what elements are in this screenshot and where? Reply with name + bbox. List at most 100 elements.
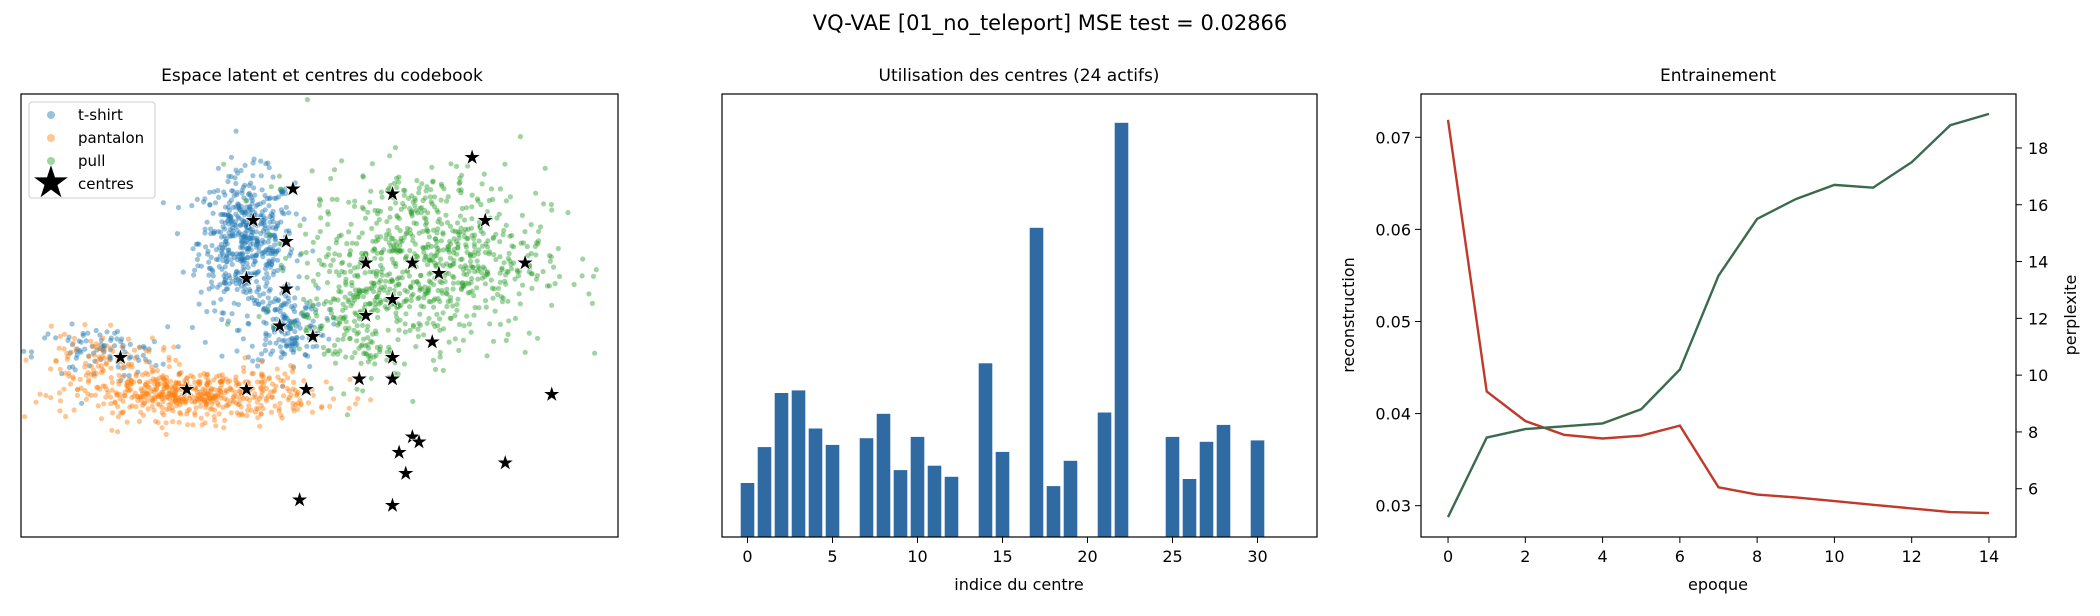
scatter-point [371,246,377,252]
scatter-point [250,197,256,203]
scatter-point [248,238,254,244]
scatter-point [225,318,231,324]
scatter-point [254,297,260,303]
scatter-point [352,198,358,204]
scatter-point [227,233,233,239]
scatter-point [480,264,486,270]
scatter-point [218,296,224,302]
scatter-point [269,394,275,400]
centre-star: ★ [276,230,296,255]
scatter-point [404,297,410,303]
scatter-point [371,288,377,295]
scatter-point [463,244,469,250]
scatter-point [146,359,152,365]
scatter-point [156,391,162,397]
scatter-point [369,285,375,291]
scatter-point [452,336,458,342]
scatter-point [490,234,497,240]
scatter-point [372,297,378,303]
scatter-point [259,241,265,247]
scatter-point [264,271,270,277]
scatter-point [278,262,284,268]
scatter-point [230,231,236,237]
centre-star: ★ [409,430,429,455]
scatter-point [280,265,286,271]
scatter-point [209,242,215,249]
scatter-point [375,211,381,217]
scatter-point [172,389,178,395]
scatter-point [436,273,442,279]
scatter-point [315,234,321,240]
scatter-point [281,311,287,317]
scatter-point [178,386,184,393]
scatter-point [262,216,268,222]
scatter-point [74,392,80,398]
scatter-point [245,222,251,228]
scatter-point [101,349,107,355]
scatter-point [154,381,161,387]
scatter-point [233,269,240,275]
scatter-point [248,247,254,253]
scatter-point [250,358,256,364]
line-xtick-label: 2 [1520,547,1530,566]
scatter-point [199,392,205,398]
scatter-point [266,165,272,171]
scatter-point [552,281,558,287]
scatter-point [425,244,431,250]
scatter-point [152,378,158,384]
scatter-point [293,211,299,217]
scatter-point [182,381,188,387]
scatter-point [234,268,240,274]
scatter-point [279,191,285,197]
scatter-point [128,387,134,393]
scatter-point [451,246,457,252]
scatter-point [109,410,116,416]
scatter-point [456,321,463,327]
scatter-point [397,248,403,254]
centre-star: ★ [462,145,482,170]
scatter-point [74,387,80,393]
scatter-point [347,291,353,297]
scatter-point [233,128,239,134]
scatter-point [367,352,373,358]
scatter-point [409,193,415,199]
scatter-point [401,361,407,367]
scatter-point [83,360,89,366]
scatter-point [152,381,158,387]
scatter-point [306,315,312,321]
scatter-point [284,237,291,244]
scatter-point [222,212,228,218]
scatter-point [173,380,179,386]
scatter-point [242,162,248,168]
scatter-point [176,371,182,377]
scatter-point [70,364,76,370]
scatter-point [223,255,229,261]
bar-xtick-label: 20 [1077,547,1097,566]
scatter-point [251,235,257,241]
scatter-point [338,289,344,295]
scatter-point [297,222,303,229]
scatter-point [469,275,475,282]
scatter-point [74,348,80,354]
bar [1063,460,1078,537]
scatter-point [230,251,236,257]
scatter-point [305,353,311,359]
scatter-point [437,298,443,305]
scatter-point [242,235,249,241]
scatter-point [260,387,266,393]
scatter-point [247,235,253,241]
scatter-point [477,223,483,229]
scatter-point [367,269,373,275]
scatter-point [278,207,284,213]
scatter-point [226,281,232,287]
scatter-point [65,354,71,360]
scatter-point [394,247,400,253]
scatter-point [444,291,450,297]
scatter-point [234,227,240,233]
scatter-point [271,389,277,395]
scatter-point [303,327,309,333]
scatter-point [245,354,251,360]
scatter-point [494,215,500,221]
scatter-point [98,337,104,343]
line-y2tick-label: 14 [2028,253,2048,272]
